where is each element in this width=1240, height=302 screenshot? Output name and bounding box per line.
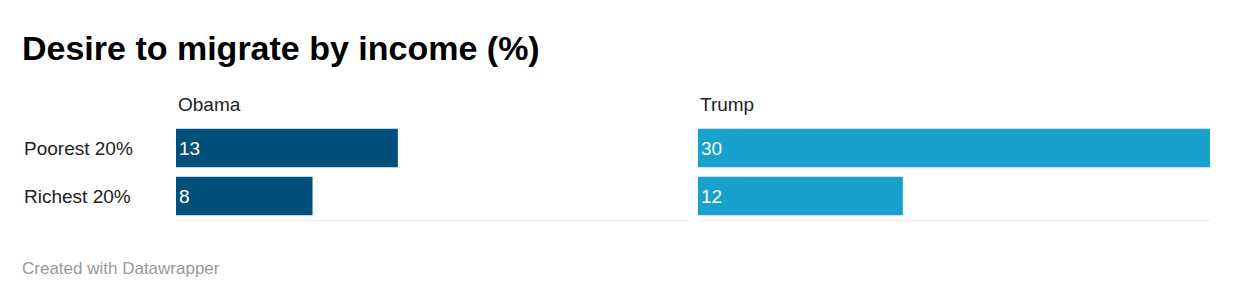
svg-text:Created with Datawrapper: Created with Datawrapper	[22, 259, 220, 278]
svg-text:Trump: Trump	[700, 94, 754, 115]
svg-text:Richest 20%: Richest 20%	[24, 186, 131, 207]
svg-text:12: 12	[701, 186, 722, 207]
svg-text:Poorest 20%: Poorest 20%	[24, 138, 133, 159]
svg-text:8: 8	[179, 186, 190, 207]
svg-text:30: 30	[701, 138, 722, 159]
svg-text:Desire to migrate by income (%: Desire to migrate by income (%)	[22, 29, 540, 67]
svg-text:Obama: Obama	[178, 94, 241, 115]
svg-text:13: 13	[179, 138, 200, 159]
